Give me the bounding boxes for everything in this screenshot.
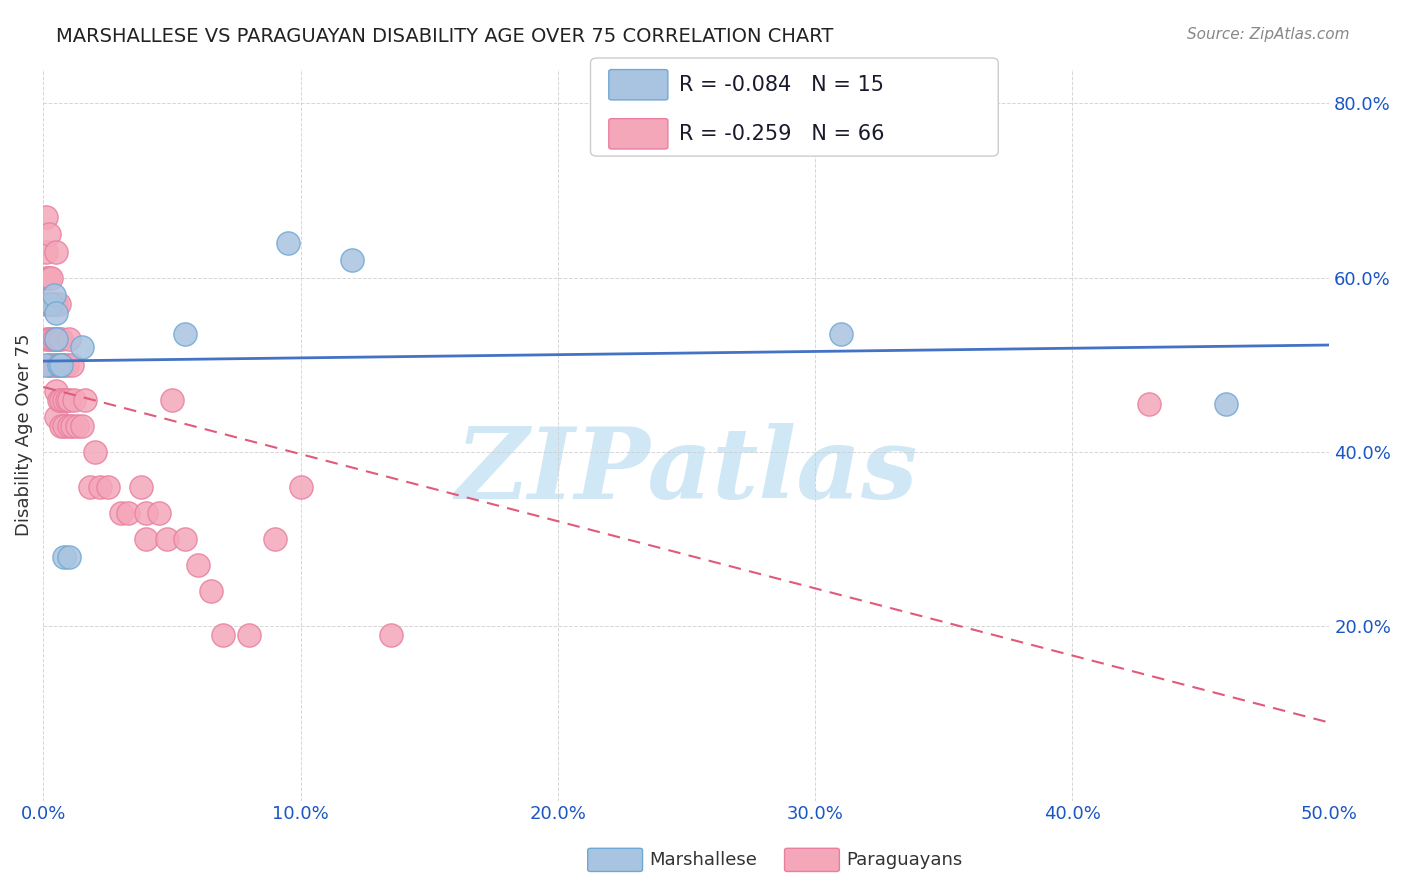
Text: MARSHALLESE VS PARAGUAYAN DISABILITY AGE OVER 75 CORRELATION CHART: MARSHALLESE VS PARAGUAYAN DISABILITY AGE… bbox=[56, 27, 834, 45]
Point bbox=[79, 480, 101, 494]
Point bbox=[66, 418, 89, 433]
Point bbox=[290, 480, 312, 494]
Point bbox=[45, 244, 67, 259]
Y-axis label: Disability Age Over 75: Disability Age Over 75 bbox=[15, 334, 32, 536]
Point bbox=[1215, 397, 1237, 411]
Point bbox=[212, 628, 235, 642]
Point bbox=[58, 549, 80, 564]
Point bbox=[53, 549, 76, 564]
Point bbox=[70, 340, 93, 354]
Point bbox=[135, 506, 157, 520]
Point bbox=[148, 506, 170, 520]
Point bbox=[135, 532, 157, 546]
Point bbox=[45, 358, 67, 372]
Point bbox=[35, 297, 58, 311]
Text: ZIPatlas: ZIPatlas bbox=[456, 423, 918, 519]
Point bbox=[48, 332, 70, 346]
Point bbox=[51, 418, 73, 433]
Point bbox=[38, 332, 60, 346]
Point bbox=[55, 358, 77, 372]
Point bbox=[58, 418, 80, 433]
Point bbox=[73, 392, 96, 407]
Point bbox=[48, 392, 70, 407]
Text: Marshallese: Marshallese bbox=[650, 851, 758, 869]
Point bbox=[39, 332, 62, 346]
Point bbox=[263, 532, 285, 546]
Point bbox=[173, 532, 195, 546]
Text: R = -0.259   N = 66: R = -0.259 N = 66 bbox=[679, 124, 884, 144]
Point bbox=[53, 358, 76, 372]
Point bbox=[39, 297, 62, 311]
Point bbox=[42, 358, 65, 372]
Point bbox=[60, 358, 83, 372]
Point bbox=[35, 270, 58, 285]
Point bbox=[45, 297, 67, 311]
Point bbox=[60, 418, 83, 433]
Point bbox=[110, 506, 132, 520]
Point bbox=[53, 392, 76, 407]
Point bbox=[89, 480, 111, 494]
Point bbox=[380, 628, 402, 642]
Point bbox=[83, 445, 105, 459]
Point bbox=[39, 297, 62, 311]
Point bbox=[63, 392, 86, 407]
Point bbox=[58, 332, 80, 346]
Point bbox=[51, 358, 73, 372]
Point bbox=[51, 358, 73, 372]
Text: R = -0.084   N = 15: R = -0.084 N = 15 bbox=[679, 75, 884, 95]
Point bbox=[58, 392, 80, 407]
Point bbox=[48, 358, 70, 372]
Point bbox=[156, 532, 179, 546]
Point bbox=[42, 288, 65, 302]
Point bbox=[51, 332, 73, 346]
Point bbox=[45, 332, 67, 346]
Point bbox=[238, 628, 260, 642]
Point bbox=[38, 358, 60, 372]
Point bbox=[45, 305, 67, 319]
Point bbox=[42, 297, 65, 311]
Point bbox=[51, 392, 73, 407]
Point bbox=[277, 235, 299, 250]
Point bbox=[187, 558, 209, 573]
Point bbox=[53, 418, 76, 433]
Point bbox=[38, 297, 60, 311]
Point bbox=[48, 358, 70, 372]
Point bbox=[173, 327, 195, 342]
Point bbox=[830, 327, 852, 342]
Point bbox=[45, 410, 67, 425]
Point bbox=[35, 210, 58, 224]
Point bbox=[200, 584, 222, 599]
Point bbox=[39, 270, 62, 285]
Point bbox=[160, 392, 183, 407]
Text: Source: ZipAtlas.com: Source: ZipAtlas.com bbox=[1187, 27, 1350, 42]
Point bbox=[39, 358, 62, 372]
Point bbox=[55, 392, 77, 407]
Point bbox=[129, 480, 152, 494]
Point bbox=[38, 270, 60, 285]
Point bbox=[45, 332, 67, 346]
Text: Paraguayans: Paraguayans bbox=[846, 851, 963, 869]
Point bbox=[35, 332, 58, 346]
Point bbox=[97, 480, 120, 494]
Point bbox=[45, 384, 67, 398]
Point bbox=[35, 244, 58, 259]
Point bbox=[38, 227, 60, 241]
Point bbox=[117, 506, 139, 520]
Point bbox=[340, 253, 363, 268]
Point bbox=[1137, 397, 1160, 411]
Point bbox=[35, 358, 58, 372]
Point bbox=[70, 418, 93, 433]
Point bbox=[42, 332, 65, 346]
Point bbox=[48, 297, 70, 311]
